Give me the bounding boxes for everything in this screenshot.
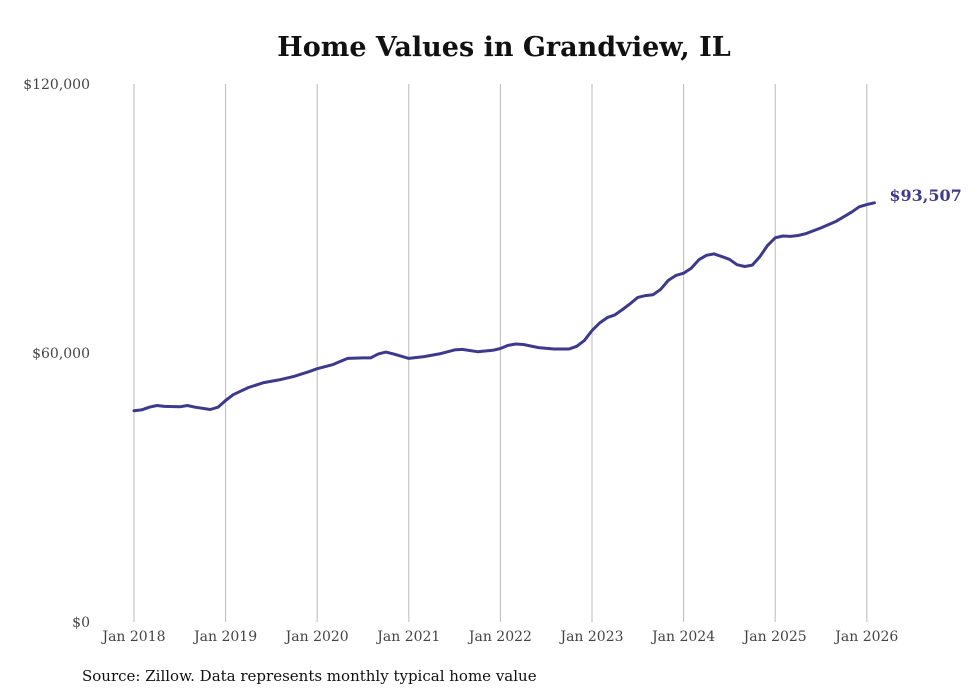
x-tick-label: Jan 2026 xyxy=(833,629,898,645)
x-tick-label: Jan 2022 xyxy=(467,629,532,645)
source-note: Source: Zillow. Data represents monthly … xyxy=(82,667,537,685)
y-tick-label: $60,000 xyxy=(32,346,90,362)
x-tick-label: Jan 2024 xyxy=(650,629,715,645)
gridlines xyxy=(133,84,868,622)
chart-title: Home Values in Grandview, IL xyxy=(277,32,731,63)
x-tick-label: Jan 2025 xyxy=(742,629,807,645)
data-labels: $93,507 xyxy=(889,186,961,205)
x-tick-label: Jan 2023 xyxy=(558,629,623,645)
y-tick-label: $0 xyxy=(72,615,90,631)
x-tick-label: Jan 2018 xyxy=(100,629,165,645)
x-tick-label: Jan 2020 xyxy=(284,629,349,645)
end-value-label: $93,507 xyxy=(889,186,961,205)
series-line xyxy=(132,201,876,413)
y-axis-ticks: $0 $60,000 $120,000 xyxy=(23,77,90,631)
x-tick-label: Jan 2021 xyxy=(375,629,440,645)
series-layer xyxy=(132,201,876,413)
x-tick-label: Jan 2019 xyxy=(192,629,257,645)
y-tick-label: $120,000 xyxy=(23,77,90,93)
x-axis-ticks: Jan 2018 Jan 2019 Jan 2020 Jan 2021 Jan 2022… xyxy=(100,629,898,645)
